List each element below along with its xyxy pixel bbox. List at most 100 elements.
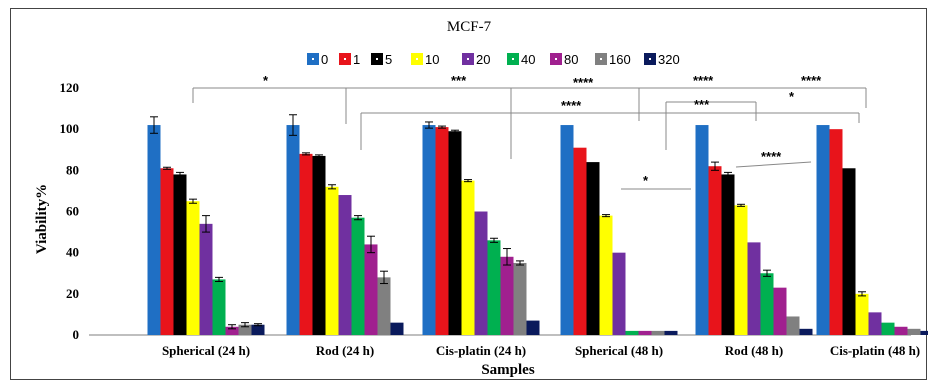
chart-frame: MCF-7 0 1 5 10 20 40 80 160 320 * *** **** **** ****…	[10, 8, 928, 380]
legend-entry: 320	[644, 52, 680, 67]
error-bar	[150, 116, 158, 134]
y-tick-label: 60	[66, 204, 79, 219]
legend-entry: 80	[550, 52, 578, 67]
significance-label: ***	[451, 73, 467, 88]
legend-label: 5	[385, 52, 392, 67]
bar	[377, 277, 391, 335]
bar	[173, 174, 187, 335]
error-bar	[737, 203, 745, 207]
y-tick-label: 20	[66, 286, 79, 301]
bar	[500, 256, 514, 335]
bar	[390, 322, 404, 335]
bar	[338, 195, 352, 335]
significance-label: ****	[561, 98, 582, 113]
error-bar	[451, 129, 459, 133]
legend-entry: 0	[307, 52, 328, 67]
legend-label: 80	[564, 52, 578, 67]
bar	[526, 320, 540, 335]
bar	[747, 242, 761, 335]
bar	[855, 293, 869, 335]
bar	[312, 155, 326, 335]
bar	[721, 174, 735, 335]
bar	[612, 252, 626, 335]
legend-label: 1	[353, 52, 360, 67]
significance-label: ****	[693, 73, 714, 88]
bar	[786, 316, 800, 335]
bar	[487, 240, 501, 335]
bar	[435, 127, 449, 335]
bar-chart: MCF-7 0 1 5 10 20 40 80 160 320 * *** **** **** ****…	[34, 19, 928, 378]
bar	[907, 328, 921, 335]
error-bar	[438, 125, 446, 129]
bar	[299, 153, 313, 335]
y-tick-label: 0	[73, 327, 80, 342]
error-bar	[215, 276, 223, 282]
bar	[586, 162, 600, 335]
y-tick-label: 100	[60, 121, 80, 136]
significance-label: ****	[801, 73, 822, 88]
bar	[573, 147, 587, 335]
bar	[560, 125, 574, 335]
error-bar	[228, 324, 236, 330]
y-tick-label: 40	[66, 245, 79, 260]
bar	[286, 125, 300, 335]
bar	[160, 168, 174, 335]
y-tick-label: 120	[60, 80, 80, 95]
y-axis-title: Viability%	[34, 184, 50, 254]
axes: 0 20 40 60 80 100 120 Spherical (24 h) Rod (24 h…	[60, 80, 921, 358]
legend-entry: 1	[339, 52, 360, 67]
error-bar	[602, 214, 610, 218]
significance-bracket	[735, 161, 812, 168]
bar	[199, 223, 213, 335]
error-bar	[302, 152, 310, 156]
error-bar	[516, 260, 524, 266]
bar	[474, 211, 488, 335]
error-bar	[241, 322, 249, 328]
x-tick-label: Cis-platin (24 h)	[436, 343, 526, 358]
error-bar	[503, 248, 511, 266]
error-bar	[490, 237, 498, 243]
x-axis-title: Samples	[481, 362, 535, 378]
bar	[894, 326, 908, 335]
bars	[147, 114, 928, 335]
error-bar	[176, 171, 184, 178]
bar	[625, 330, 639, 335]
bar	[599, 215, 613, 335]
error-bar	[163, 166, 171, 170]
bar	[186, 201, 200, 335]
legend-label: 40	[521, 52, 535, 67]
significance-label: *	[789, 89, 795, 104]
legend-entry: 160	[595, 52, 631, 67]
bar	[773, 287, 787, 335]
legend-entry: 40	[507, 52, 535, 67]
error-bar	[724, 171, 732, 178]
legend: 0 1 5 10 20 40 80 160 320	[307, 52, 680, 67]
x-tick-label: Spherical (48 h)	[575, 343, 663, 358]
bar	[695, 125, 709, 335]
error-bar	[464, 179, 472, 183]
bar	[799, 328, 813, 335]
error-bar	[367, 235, 375, 254]
error-bar	[328, 184, 336, 190]
bar	[461, 180, 475, 335]
error-bar	[380, 270, 388, 285]
error-bar	[315, 154, 323, 158]
bar	[881, 322, 895, 335]
legend-entry: 10	[411, 52, 439, 67]
x-tick-label: Rod (48 h)	[725, 343, 784, 358]
y-tick-label: 80	[66, 162, 79, 177]
bar	[422, 125, 436, 335]
bar	[513, 262, 527, 335]
significance-label: ***	[694, 97, 710, 112]
error-bar	[711, 161, 719, 171]
bar	[448, 131, 462, 335]
legend-label: 160	[609, 52, 631, 67]
error-bar	[858, 291, 866, 297]
bar	[212, 279, 226, 335]
bar	[760, 273, 774, 335]
bar	[238, 324, 252, 335]
significance-annotations: * *** **** **** ******** *********	[192, 73, 867, 190]
bar	[225, 326, 239, 335]
bar	[351, 217, 365, 335]
legend-label: 320	[658, 52, 680, 67]
